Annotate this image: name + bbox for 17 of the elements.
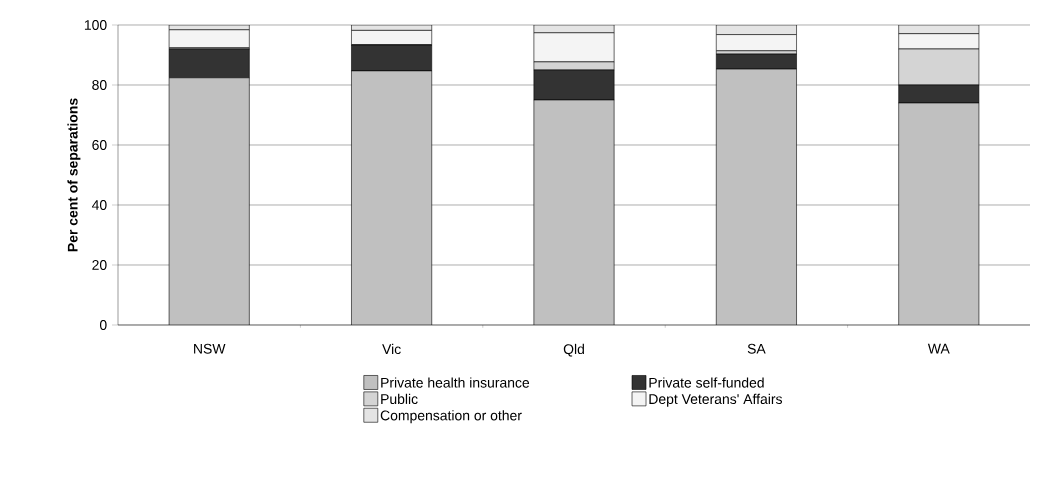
x-tick-label: Vic	[382, 343, 401, 355]
x-tick-label: SA	[747, 343, 766, 354]
y-axis-title: Per cent of separations	[67, 98, 81, 252]
x-tick-label: WA	[927, 343, 950, 354]
y-tick-label: 40	[91, 200, 107, 210]
y-tick-label: 100	[84, 20, 107, 30]
legend-label: Private health insurance	[381, 377, 530, 388]
x-tick-label: NSW	[194, 343, 226, 354]
legend-label: Dept Veterans' Affairs	[649, 393, 783, 407]
y-tick-label: 20	[92, 260, 107, 270]
x-tick-label: Qld	[563, 343, 584, 357]
y-tick-label: 0	[99, 320, 107, 330]
legend-label: Public	[381, 393, 418, 405]
y-tick-label: 80	[92, 80, 107, 90]
legend-label: Private self-funded	[649, 377, 764, 388]
legend-label: Compensation or other	[380, 410, 522, 424]
y-tick-label: 60	[92, 140, 107, 150]
